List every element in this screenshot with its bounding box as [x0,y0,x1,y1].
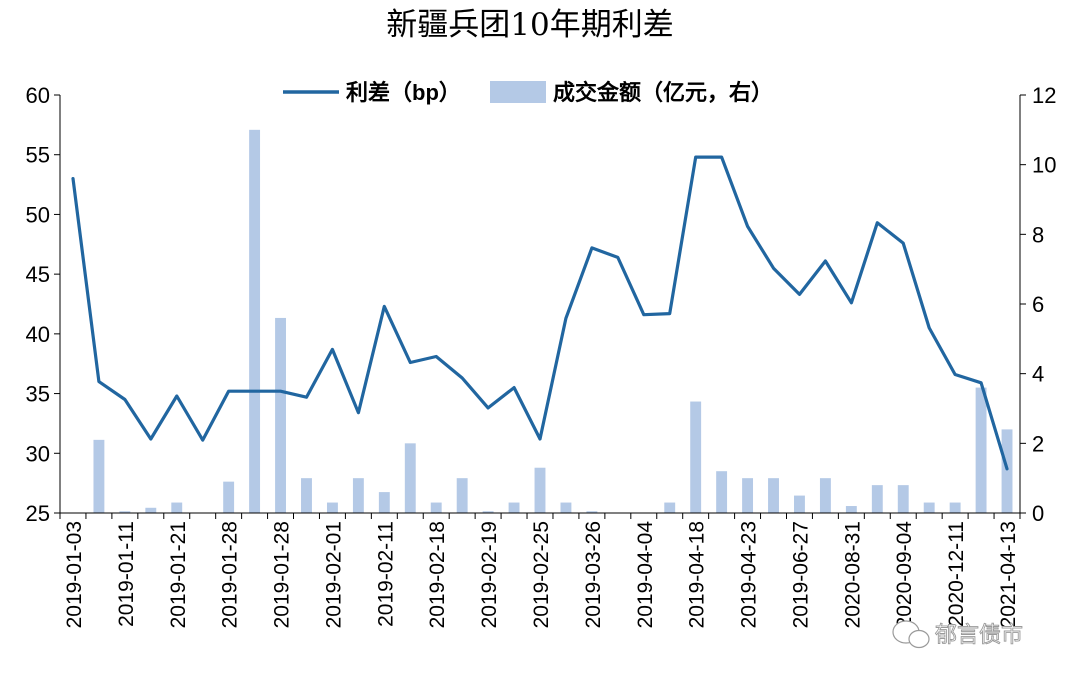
x-tick-label: 2019-04-04 [634,521,657,629]
bar [975,387,987,513]
bar [171,502,183,513]
x-tick-label: 2020-09-04 [893,521,916,629]
bar [456,478,468,513]
bar [301,478,312,513]
legend: 利差（bp） 成交金额（亿元，右） [283,80,773,105]
bar [716,471,728,513]
y-right-tick-label: 10 [1032,153,1056,178]
x-tick-label: 2019-06-27 [789,521,812,628]
x-tick-label: 2020-08-31 [841,521,864,628]
bar [145,507,157,513]
bar [664,502,676,513]
line-series [71,155,1009,471]
y-right-tick-label: 8 [1032,222,1044,247]
bar [249,129,261,514]
y-left-tick-label: 55 [26,143,50,168]
watermark: 郁言债市 [892,620,1023,649]
bar [534,467,546,513]
bar [508,502,520,513]
y-right-tick-label: 2 [1032,431,1044,456]
bar [223,481,235,513]
x-tick-label: 2019-01-28 [219,521,242,628]
legend-label-volume: 成交金额（亿元，右） [553,80,773,105]
bar [352,478,364,513]
bar [819,478,831,513]
x-tick-label: 2019-02-11 [374,521,397,627]
bar-series [93,129,1013,514]
x-tick-label: 2019-04-23 [738,521,761,628]
spread-line [71,155,1009,471]
x-tick-label: 2019-02-25 [530,521,553,628]
legend-bar-swatch [490,81,546,103]
bar [326,502,338,513]
axes: 25 30 35 40 45 50 55 60 0 2 4 6 8 10 12 2019-01-03 2019-… [26,83,1057,628]
y-left-tick-label: 35 [26,382,50,407]
watermark-text: 郁言债市 [935,622,1023,647]
x-tick-label: 2019-01-11 [115,521,138,627]
bar [923,502,935,513]
y-left-tick-label: 50 [26,202,50,227]
x-tick-label: 2019-01-28 [271,521,294,628]
bar [560,502,572,513]
bar [586,511,598,513]
bar [378,492,390,513]
bar [1001,429,1013,513]
y-left-tick-label: 40 [26,322,50,347]
y-right-tick-label: 12 [1032,83,1056,108]
x-tick-label: 2019-03-26 [582,521,605,628]
x-tick-label: 2019-01-03 [63,521,86,628]
chat-bubble-icon [892,620,930,649]
bar [871,485,883,513]
bar [93,439,105,513]
bar [897,485,909,513]
y-left-tick-label: 45 [26,262,50,287]
bar [482,511,494,513]
y-left-tick-label: 30 [26,441,50,466]
y-right-tick-label: 0 [1032,501,1044,526]
x-tick-label: 2019-04-18 [686,521,709,628]
legend-label-spread: 利差（bp） [346,80,461,105]
x-tick-label: 2019-02-01 [322,521,345,628]
bar [794,495,805,513]
y-right-tick-label: 6 [1032,292,1044,317]
bar [119,511,131,513]
bar [430,502,442,513]
x-tick-label: 2021-04-13 [997,521,1020,628]
x-tick-label: 2019-02-18 [426,521,449,628]
x-tick-label: 2020-12-11 [945,521,968,627]
x-tick-label: 2019-02-19 [478,521,501,628]
y-left-tick-label: 60 [26,83,50,108]
y-right-tick-label: 4 [1032,362,1044,387]
y-left-tick-label: 25 [26,501,50,526]
bar [949,502,961,513]
bar [404,443,416,513]
bar [690,401,702,513]
bar [768,478,779,513]
bar [845,506,857,513]
chart-title: 新疆兵团10年期利差 [386,7,673,43]
x-tick-label: 2019-01-21 [167,521,190,628]
bar [275,317,286,513]
bar [742,478,754,513]
